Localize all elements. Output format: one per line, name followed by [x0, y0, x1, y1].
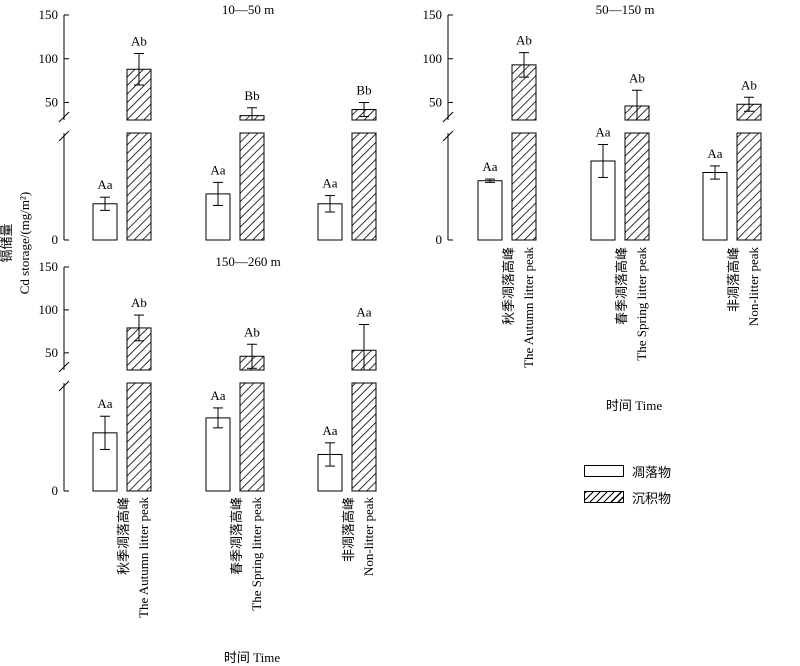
y-tick-label: 0: [436, 232, 443, 247]
x-category-label-en: The Autumn litter peak: [136, 497, 151, 618]
y-tick-label: 0: [52, 232, 59, 247]
x-category-label-en: The Autumn litter peak: [521, 247, 536, 368]
y-tick-label: 50: [45, 345, 58, 360]
x-category-label-cn: 非凋落高峰: [726, 247, 741, 312]
significance-letter: Ab: [629, 70, 645, 85]
axis-break-mark: [442, 130, 454, 142]
bar-litter: [702, 172, 728, 241]
bar-litter: [477, 180, 503, 241]
x-category-label-en: The Spring litter peak: [249, 497, 264, 611]
x-category-label-cn: 春季凋落高峰: [229, 497, 244, 575]
significance-letter: Bb: [244, 88, 259, 103]
y-tick-label: 0: [52, 483, 59, 498]
axis-break-mark: [442, 111, 454, 123]
significance-letter: Bb: [356, 83, 371, 98]
x-category-label-cn: 秋季凋落高峰: [116, 497, 131, 575]
y-tick-label: 150: [39, 259, 59, 274]
y-tick-label: 150: [423, 7, 443, 22]
x-category-labels-right: 秋季凋落高峰 The Autumn litter peak 春季凋落高峰 The…: [501, 247, 761, 368]
panel-title: 50—150 m: [596, 2, 655, 17]
bar-sediment-lower: [351, 382, 377, 492]
axis-break-mark: [58, 111, 70, 123]
x-category-label-cn: 非凋落高峰: [341, 497, 356, 562]
legend-label: 凋落物: [632, 464, 672, 480]
y-axis-label-en: Cd storage/(mg/m²): [17, 192, 32, 294]
significance-letter: Aa: [707, 146, 722, 161]
significance-letter: Aa: [97, 396, 112, 411]
bar-sediment-lower: [239, 132, 265, 241]
significance-letter: Aa: [210, 388, 225, 403]
y-tick-label: 100: [39, 302, 59, 317]
panel-title: 10—50 m: [222, 2, 274, 17]
panel-10-50m: 50 100 150 0 10—50 m Aa Ab Aa Bb Aa Bb: [39, 2, 377, 247]
x-category-label-en: Non-litter peak: [361, 497, 376, 577]
significance-letter: Aa: [482, 159, 497, 174]
legend-label: 沉积物: [632, 490, 672, 506]
bar-litter: [205, 417, 231, 492]
bar-sediment-lower: [126, 382, 152, 492]
legend-swatch-hatched: [584, 491, 624, 503]
bar-sediment-lower: [351, 132, 377, 241]
y-tick-label: 150: [39, 7, 59, 22]
panel-150-260m: 50 100 150 0 150—260 m Aa Ab Aa Ab Aa Aa: [39, 254, 377, 498]
y-tick-label: 100: [39, 51, 59, 66]
significance-letter: Aa: [210, 162, 225, 177]
x-axis-label-right: 时间 Time: [606, 398, 662, 413]
significance-letter: Aa: [595, 125, 610, 140]
y-tick-label: 50: [45, 95, 58, 110]
legend-swatch-plain: [584, 465, 624, 477]
bar-sediment-lower: [511, 132, 537, 241]
axis-break-mark: [58, 380, 70, 392]
bar-litter: [205, 193, 231, 241]
panel-50-150m: 50 100 150 0 50—150 m Aa Ab Aa Ab Aa Ab: [423, 2, 762, 247]
bar-sediment-lower: [624, 132, 650, 241]
significance-letter: Ab: [244, 324, 260, 339]
bar-sediment-lower: [239, 382, 265, 492]
x-category-label-en: Non-litter peak: [746, 247, 761, 327]
significance-letter: Aa: [356, 305, 371, 320]
significance-letter: Ab: [516, 33, 532, 48]
significance-letter: Aa: [322, 423, 337, 438]
bar-sediment-lower: [126, 132, 152, 241]
x-category-labels-left: 秋季凋落高峰 The Autumn litter peak 春季凋落高峰 The…: [116, 497, 376, 618]
significance-letter: Ab: [131, 34, 147, 49]
significance-letter: Aa: [322, 176, 337, 191]
axis-break-mark: [58, 361, 70, 373]
bar-sediment-lower: [736, 132, 762, 241]
legend-item-litter: 凋落物: [584, 458, 671, 484]
bar-sediment-upper: [511, 64, 537, 121]
significance-letter: Aa: [97, 177, 112, 192]
x-axis-label-left: 时间 Time: [224, 650, 280, 665]
x-category-label-cn: 秋季凋落高峰: [501, 247, 516, 325]
significance-letter: Ab: [741, 77, 757, 92]
axis-break-mark: [58, 130, 70, 142]
significance-letter: Ab: [131, 295, 147, 310]
x-category-label-cn: 春季凋落高峰: [614, 247, 629, 325]
legend: 凋落物 沉积物: [584, 458, 671, 510]
legend-item-sediment: 沉积物: [584, 484, 671, 510]
y-tick-label: 50: [429, 95, 442, 110]
y-axis-label-cn: 镉储量: [0, 223, 14, 262]
y-tick-label: 100: [423, 51, 443, 66]
x-category-label-en: The Spring litter peak: [634, 247, 649, 361]
panel-title: 150—260 m: [215, 254, 280, 269]
